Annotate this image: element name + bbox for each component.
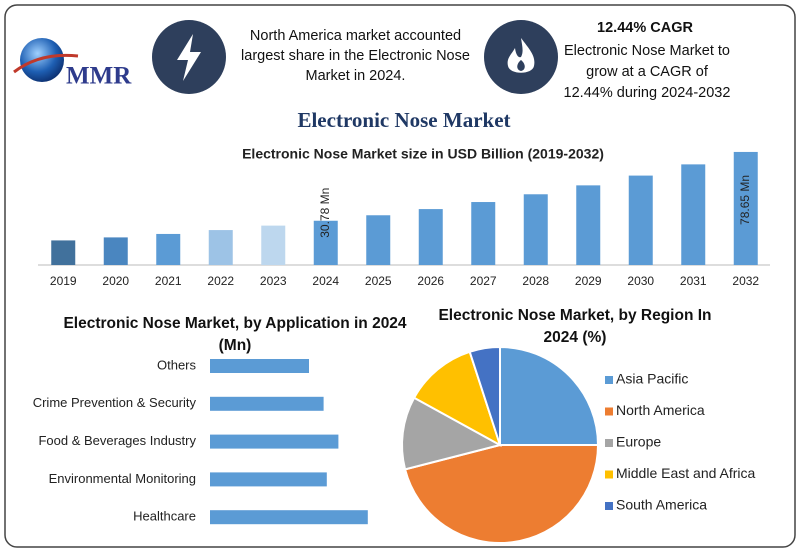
bar (103, 237, 128, 265)
bar (733, 151, 758, 265)
bar (523, 194, 548, 265)
bolt-icon (177, 34, 201, 81)
logo-globe (20, 38, 64, 82)
bar (51, 240, 76, 265)
pie-slice (412, 350, 502, 448)
bar (576, 185, 601, 265)
legend-swatch (605, 407, 613, 416)
x-tick-label: 2023 (260, 274, 287, 288)
value-label: 78.65 Mn (738, 175, 752, 225)
x-tick-label: 2020 (102, 274, 129, 288)
flame-core (517, 60, 525, 71)
bar (210, 472, 327, 487)
bar (210, 396, 324, 411)
x-tick-label: 2026 (417, 274, 444, 288)
x-tick-label: 2030 (627, 274, 654, 288)
bar (156, 233, 181, 265)
y-tick-label: Environmental Monitoring (49, 471, 196, 486)
main-title: Electronic Nose Market (297, 108, 510, 132)
x-tick-label: 2032 (732, 274, 759, 288)
bar (366, 215, 391, 265)
x-tick-label: 2025 (365, 274, 392, 288)
frame (4, 4, 796, 548)
info-title: 12.44% CAGR (597, 20, 693, 36)
legend-label: South America (616, 497, 707, 513)
legend-label: North America (616, 402, 705, 418)
y-tick-label: Food & Beverages Industry (38, 433, 196, 448)
x-tick-label: 2029 (575, 274, 602, 288)
x-tick-label: 2027 (470, 274, 497, 288)
logo-text: MMR (66, 63, 132, 90)
pie-slice (499, 345, 600, 446)
info-text: North America market accounted largest s… (241, 28, 470, 84)
x-tick-label: 2022 (207, 274, 234, 288)
bar (313, 220, 338, 265)
bar (261, 225, 286, 265)
y-tick-label: Others (157, 357, 197, 372)
info-text: Electronic Nose Market to grow at a CAGR… (563, 43, 731, 101)
bar (210, 434, 339, 449)
legend-swatch (605, 439, 613, 447)
bar (681, 164, 706, 265)
bar (471, 202, 496, 265)
x-tick-label: 2021 (155, 274, 182, 288)
bar (628, 175, 653, 265)
chart-title: Electronic Nose Market, by Region In 202… (438, 307, 712, 346)
chart-title: Electronic Nose Market size in USD Billi… (242, 146, 604, 162)
pie-slice (401, 396, 503, 471)
x-tick-label: 2019 (50, 274, 77, 288)
legend-swatch (605, 376, 613, 384)
x-tick-label: 2031 (680, 274, 707, 288)
bar (418, 209, 443, 265)
y-tick-label: Healthcare (133, 509, 196, 524)
legend-label: Europe (616, 434, 661, 450)
bar (210, 359, 309, 373)
y-tick-label: Crime Prevention & Security (33, 395, 197, 410)
legend-label: Asia Pacific (616, 371, 688, 387)
pie-slice (468, 345, 501, 446)
pie-slice (403, 444, 600, 544)
value-label: 30.78 Mn (318, 188, 332, 238)
chart-title: Electronic Nose Market, by Application i… (63, 315, 407, 354)
x-tick-label: 2028 (522, 274, 549, 288)
bar (208, 230, 233, 265)
x-tick-label: 2024 (312, 274, 339, 288)
legend-swatch (605, 470, 613, 479)
flame-icon (507, 38, 535, 73)
logo-swoosh (13, 53, 79, 74)
bar (210, 510, 368, 525)
legend-label: Middle East and Africa (616, 465, 756, 481)
legend-swatch (605, 502, 613, 510)
